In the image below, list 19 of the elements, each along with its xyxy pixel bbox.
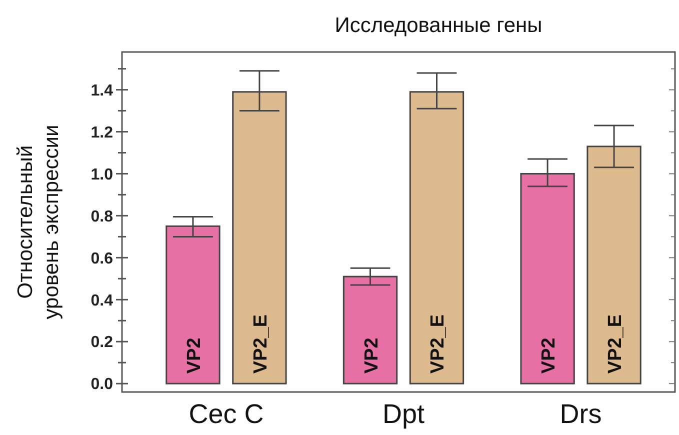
chart-title: Исследованные гены [334, 14, 542, 37]
series-label: VP2_E [250, 314, 272, 374]
y-tick-label: 0.0 [90, 376, 114, 394]
y-axis-title: Относительный уровень экспрессии [14, 124, 63, 320]
y-tick-label: 0.2 [90, 334, 114, 352]
text: VP2_E [605, 314, 626, 374]
x-tick-label: Drs [560, 399, 602, 429]
y-tick-label: 0.8 [90, 208, 114, 226]
y-tick-label: 1.0 [90, 166, 114, 184]
y-tick-label: 0.6 [90, 250, 114, 268]
text: VP2 [361, 338, 382, 374]
y-tick-label: 1.4 [90, 82, 114, 100]
series-label: VP2 [184, 338, 205, 374]
x-tick-label: Dpt [382, 399, 425, 429]
text: VP2 [538, 338, 560, 374]
y-tick-label: 0.4 [90, 292, 114, 310]
text: VP2_E [428, 314, 449, 374]
x-tick-label: Cec C [188, 399, 264, 429]
y-tick-label: 1.2 [90, 124, 114, 142]
